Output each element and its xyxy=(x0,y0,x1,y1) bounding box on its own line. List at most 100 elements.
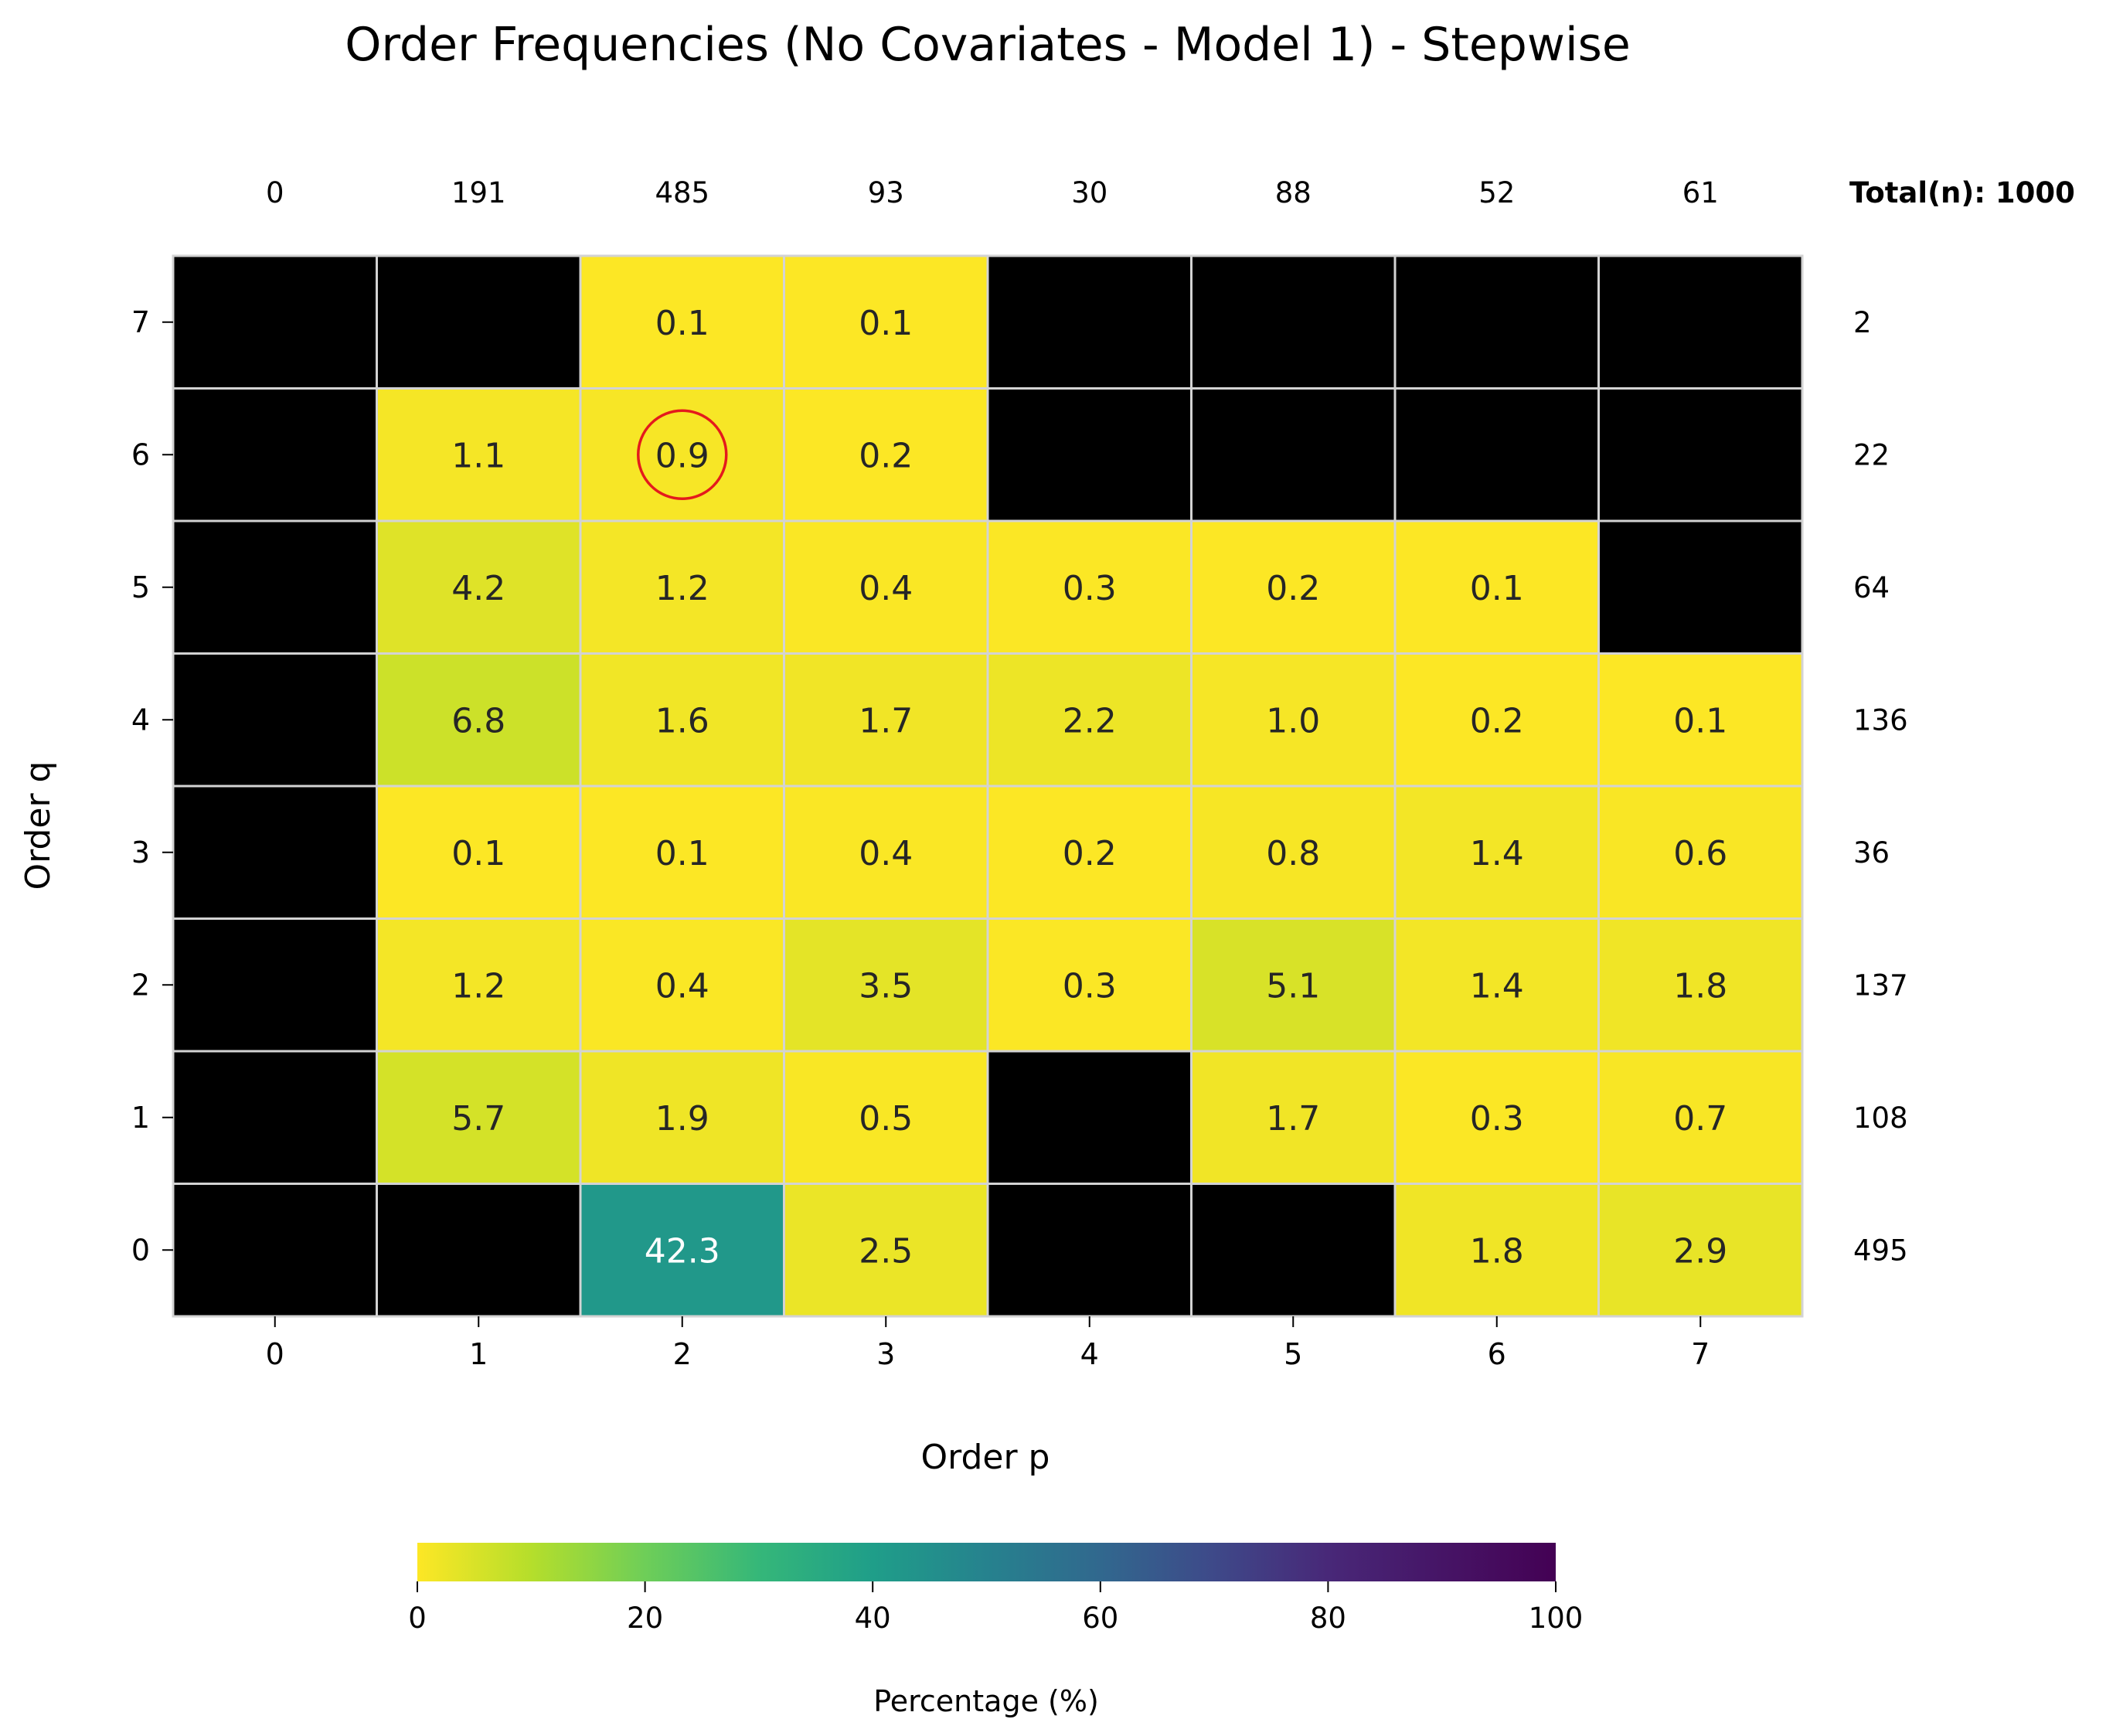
y-tick-label: 6 xyxy=(131,437,150,471)
column-total: 485 xyxy=(655,176,709,209)
row-total: 64 xyxy=(1853,571,1890,604)
colorbar-tick-label: 40 xyxy=(855,1602,891,1635)
x-axis-label: Order p xyxy=(921,1438,1050,1477)
x-tick-label: 1 xyxy=(469,1337,488,1371)
cell-value-label: 1.2 xyxy=(655,569,709,608)
heatmap-cell xyxy=(1597,1183,1804,1318)
cell-value-label: 1.6 xyxy=(655,701,709,740)
cell-value-label: 6.8 xyxy=(451,701,505,740)
heatmap-cell xyxy=(1393,387,1600,523)
cell-value-label: 0.3 xyxy=(1063,966,1117,1006)
heatmap-cell xyxy=(376,387,582,523)
row-total: 495 xyxy=(1853,1234,1908,1267)
y-tick-label: 4 xyxy=(131,703,150,737)
column-total: 0 xyxy=(266,176,284,209)
cell-value-label: 2.5 xyxy=(859,1231,913,1271)
heatmap-cell xyxy=(376,1183,582,1318)
cell-value-label: 0.1 xyxy=(451,834,505,873)
chart-title: Order Frequencies (No Covariates - Model… xyxy=(345,18,1631,72)
heatmap-cell xyxy=(1597,254,1804,390)
cell-value-label: 1.7 xyxy=(859,701,913,740)
colorbar-tick-label: 80 xyxy=(1310,1602,1346,1635)
heatmap-cell xyxy=(1190,387,1397,523)
row-total: 136 xyxy=(1853,703,1908,737)
y-axis-ticks: 7 6 5 4 3 2 1 0 xyxy=(131,305,173,1267)
cell-value-label: 3.5 xyxy=(859,966,913,1006)
column-total: 52 xyxy=(1478,176,1515,209)
heatmap-cell xyxy=(1190,652,1397,788)
column-totals: 0 191 485 93 30 88 52 61 xyxy=(266,176,1719,209)
heatmap-cell xyxy=(579,917,785,1053)
y-tick-label: 5 xyxy=(131,570,150,604)
cell-value-label: 0.1 xyxy=(1470,569,1524,608)
column-total: 61 xyxy=(1682,176,1719,209)
heatmap-cell xyxy=(1190,519,1397,655)
heatmap-cell xyxy=(783,652,989,788)
heatmap-cell xyxy=(783,1183,989,1318)
x-tick-label: 7 xyxy=(1691,1337,1710,1371)
cell-value-label: 0.5 xyxy=(859,1099,913,1139)
heatmap-cell xyxy=(1393,254,1600,390)
heatmap-cell xyxy=(579,1183,785,1318)
cell-value-label: 5.1 xyxy=(1266,966,1320,1006)
cell-value-label: 0.7 xyxy=(1673,1099,1727,1139)
heatmap-cell xyxy=(986,254,1192,390)
heatmap-cell xyxy=(172,652,378,788)
cell-value-label: 2.9 xyxy=(1673,1231,1727,1271)
colorbar-ticks: 0 20 40 60 80 100 xyxy=(408,1581,1583,1635)
x-tick-label: 5 xyxy=(1284,1337,1302,1371)
heatmap-cell xyxy=(579,254,785,390)
highlight-circle xyxy=(637,409,728,500)
y-tick-label: 2 xyxy=(131,968,150,1002)
colorbar-tick-label: 100 xyxy=(1529,1602,1584,1635)
x-axis-ticks: 0 1 2 3 4 5 6 7 xyxy=(266,1316,1710,1371)
heatmap-cell xyxy=(986,387,1192,523)
cell-value-label: 0.1 xyxy=(655,834,709,873)
heatmap-cell xyxy=(172,1050,378,1185)
cell-value-label: 0.1 xyxy=(655,304,709,343)
heatmap-cell xyxy=(1597,785,1804,920)
column-total: 88 xyxy=(1275,176,1312,209)
heatmap-cell xyxy=(376,785,582,920)
row-total: 22 xyxy=(1853,438,1890,471)
cell-value-label: 5.7 xyxy=(451,1099,505,1139)
row-total: 36 xyxy=(1853,836,1890,870)
heatmap-cell xyxy=(1190,785,1397,920)
heatmap-cell xyxy=(1190,254,1397,390)
cell-value-label: 1.2 xyxy=(451,966,505,1006)
x-tick-label: 4 xyxy=(1080,1337,1099,1371)
heatmap-cells: 0.1 0.1 1.1 0.9 0.2 4.2 1.2 0.4 0.3 0.2 0.1 6.8 1.6 1… xyxy=(172,254,1804,1318)
heatmap-cell xyxy=(376,652,582,788)
cell-value-label: 42.3 xyxy=(645,1231,720,1271)
cell-value-label: 0.8 xyxy=(1266,834,1320,873)
column-total: 93 xyxy=(868,176,904,209)
colorbar-tick-label: 0 xyxy=(408,1602,427,1635)
y-tick-label: 3 xyxy=(131,836,150,870)
cell-value-label: 1.0 xyxy=(1266,701,1320,740)
cell-value-label: 0.4 xyxy=(859,834,913,873)
total-label: Total(n): 1000 xyxy=(1849,176,2075,209)
colorbar xyxy=(417,1543,1556,1581)
heatmap-cell xyxy=(1190,1050,1397,1185)
heatmap-cell xyxy=(579,785,785,920)
heatmap-cell xyxy=(172,785,378,920)
heatmap-cell xyxy=(986,917,1192,1053)
heatmap-cell xyxy=(986,1183,1192,1318)
row-total: 137 xyxy=(1853,968,1908,1002)
y-axis-label: Order q xyxy=(19,761,58,890)
x-tick-label: 6 xyxy=(1488,1337,1506,1371)
cell-value-label: 1.7 xyxy=(1266,1099,1320,1139)
cell-value-label: 0.2 xyxy=(1470,701,1524,740)
cell-value-label: 1.8 xyxy=(1673,966,1727,1006)
heatmap-cell xyxy=(376,254,582,390)
heatmap-cell xyxy=(1393,917,1600,1053)
heatmap-cell xyxy=(1393,1050,1600,1185)
cell-value-label: 0.3 xyxy=(1063,569,1117,608)
cell-value-label: 0.6 xyxy=(1673,834,1727,873)
colorbar-tick-label: 20 xyxy=(627,1602,663,1635)
heatmap-cell xyxy=(783,254,989,390)
cell-value-label: 1.4 xyxy=(1470,966,1524,1006)
cell-value-label: 0.4 xyxy=(859,569,913,608)
heatmap-cell xyxy=(783,1050,989,1185)
